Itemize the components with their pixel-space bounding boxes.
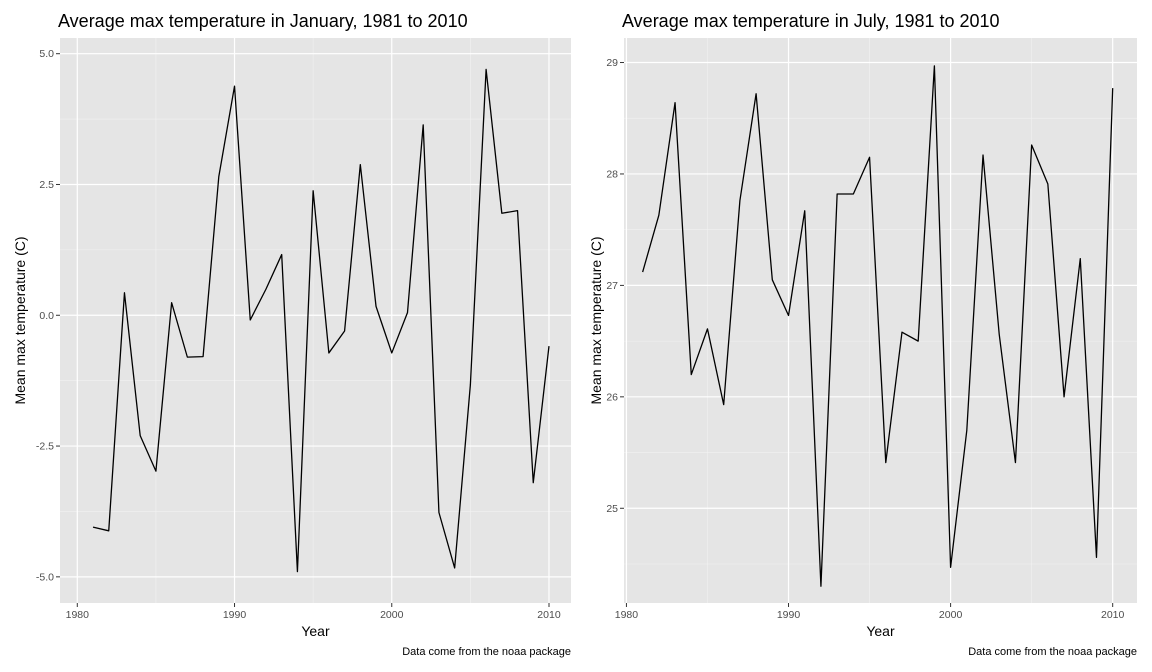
x-tick-label: 2010 bbox=[537, 609, 561, 621]
y-axis-title: Mean max temperature (C) bbox=[588, 236, 604, 404]
y-tick-label: 28 bbox=[606, 168, 618, 180]
y-tick-label: 2.5 bbox=[39, 179, 54, 191]
series-line bbox=[92, 68, 550, 573]
y-tick-label: -2.5 bbox=[36, 441, 54, 453]
chart-january: 1980 1990 2000 2010 -5.0 -2.5 0.0 2.5 5.0 Average… bbox=[12, 11, 571, 658]
plot-panel bbox=[624, 38, 1137, 603]
x-tick-label: 2000 bbox=[939, 609, 963, 621]
x-tick-label: 1990 bbox=[777, 609, 801, 621]
chart-caption: Data come from the noaa package bbox=[402, 646, 571, 658]
y-axis-title: Mean max temperature (C) bbox=[12, 236, 28, 404]
y-tick-label: 27 bbox=[606, 280, 618, 292]
chart-panel-january: 1980 1990 2000 2010 -5.0 -2.5 0.0 2.5 5.0 Average… bbox=[12, 11, 571, 658]
x-axis-title: Year bbox=[866, 623, 895, 639]
chart-title: Average max temperature in July, 1981 to… bbox=[622, 11, 1000, 31]
chart-july: 1980 1990 2000 2010 25 26 27 28 29 Average max te… bbox=[588, 11, 1137, 658]
x-axis-title: Year bbox=[301, 623, 330, 639]
chart-title: Average max temperature in January, 1981… bbox=[58, 11, 468, 31]
x-tick-label: 1980 bbox=[66, 609, 90, 621]
chart-panel-july: 1980 1990 2000 2010 25 26 27 28 29 Average max te… bbox=[576, 0, 1152, 672]
x-tick-label: 2010 bbox=[1101, 609, 1125, 621]
y-tick-label: 26 bbox=[606, 391, 618, 403]
y-tick-label: 5.0 bbox=[39, 48, 54, 60]
plot-panel bbox=[60, 38, 571, 603]
x-tick-label: 2000 bbox=[380, 609, 404, 621]
x-tick-label: 1980 bbox=[615, 609, 639, 621]
chart-caption: Data come from the noaa package bbox=[968, 646, 1137, 658]
series-line bbox=[642, 65, 1114, 587]
y-tick-label: 0.0 bbox=[39, 310, 54, 322]
y-tick-label: -5.0 bbox=[36, 571, 54, 583]
x-tick-label: 1990 bbox=[223, 609, 247, 621]
y-tick-label: 25 bbox=[606, 503, 618, 515]
y-tick-label: 29 bbox=[606, 57, 618, 69]
